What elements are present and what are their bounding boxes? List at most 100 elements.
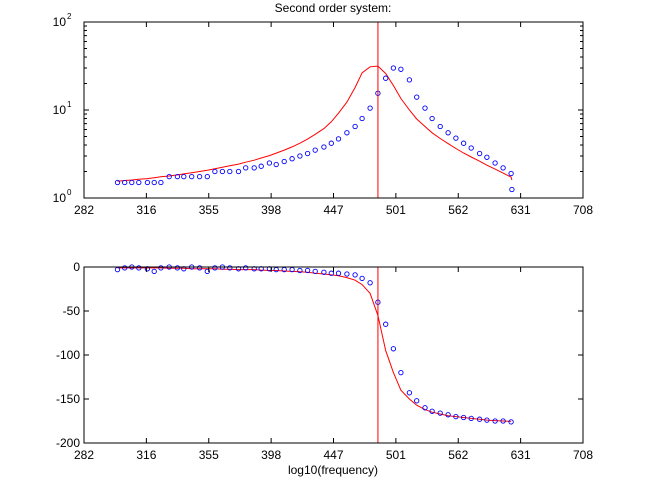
data-point-marker [422,405,428,411]
y-tick-exponent: 0 [67,188,72,197]
data-point-marker [468,415,474,422]
data-point-marker [453,135,459,141]
data-point-marker [122,265,128,271]
data-point-marker [196,173,203,180]
x-tick-label: 355 [199,203,219,217]
data-point-marker [158,179,164,186]
y-tick-label: -150 [56,392,80,406]
phase-x-ticks: 282 316 355 398 447 501 562 631 708 [74,267,593,462]
data-point-marker [476,150,483,157]
data-point-marker [144,179,151,186]
data-point-marker [122,179,128,186]
data-point-marker [289,156,295,162]
data-point-marker [158,265,164,271]
model-line [117,65,513,182]
data-point-marker [414,94,420,100]
data-point-marker [383,75,389,81]
plot-title: Second order system: [275,1,392,15]
x-tick-label: 708 [573,448,593,462]
y-tick-label: -100 [56,348,80,362]
data-point-marker [390,346,397,352]
data-point-marker [281,158,287,165]
data-point-marker [453,413,459,420]
data-point-marker [114,179,121,186]
data-point-marker [344,130,350,136]
data-point-marker [390,65,397,71]
data-point-marker [136,265,142,271]
data-point-marker [352,272,358,278]
data-point-marker [359,275,365,282]
data-point-marker [258,163,264,169]
data-point-marker [359,115,365,122]
data-point-marker [227,265,233,271]
data-point-marker [437,123,443,130]
data-point-marker [273,161,279,168]
x-tick-label: 708 [573,203,593,217]
data-point-marker [266,160,273,166]
y-tick-label: 10 [53,103,67,117]
data-point-marker [352,123,358,130]
data-point-marker [406,77,413,83]
magnitude-plot-area [114,22,515,198]
y-tick-label: -200 [56,436,80,450]
data-point-marker [445,412,451,418]
data-point-marker [367,105,373,111]
data-point-marker [204,268,210,275]
data-point-marker [445,130,451,136]
data-point-marker [468,145,474,151]
data-point-marker [321,269,327,275]
data-point-marker [492,160,498,166]
x-tick-label: 501 [386,203,406,217]
y-tick-label: 10 [53,191,67,205]
data-point-marker [151,179,157,186]
data-point-marker [235,168,242,175]
data-point-marker [297,267,303,274]
data-point-marker [508,419,514,425]
data-point-marker [429,408,435,414]
data-point-marker [429,115,435,122]
data-point-marker [328,270,334,276]
data-point-marker [243,265,249,271]
data-point-marker [328,140,334,146]
data-point-marker [166,173,172,180]
x-tick-label: 398 [261,448,281,462]
data-point-marker [335,136,342,142]
x-tick-label: 501 [386,448,406,462]
data-point-marker [484,154,490,160]
magnitude-x-ticks: 282 316 355 398 447 501 562 631 708 [74,22,593,217]
data-point-marker [500,165,506,171]
data-point-marker [344,271,350,277]
data-point-marker [251,165,257,171]
data-point-marker [304,150,311,157]
y-tick-label: 10 [53,15,67,29]
data-point-marker [437,410,443,416]
data-point-marker [174,173,181,180]
data-point-marker [398,66,404,72]
data-point-marker [297,153,303,159]
data-point-marker [383,321,389,327]
data-point-marker [304,267,311,274]
data-point-marker [196,265,203,271]
phase-plot-area [114,264,514,443]
data-point-marker [243,165,249,171]
x-tick-label: 316 [136,203,156,217]
data-point-marker [422,105,428,111]
phase-y-ticks: 0 -50 -100 -150 -200 [56,260,583,450]
data-point-marker [312,268,318,275]
x-tick-label: 282 [74,203,94,217]
data-point-marker [174,265,181,271]
x-tick-label: 631 [511,203,531,217]
x-tick-label: 316 [136,448,156,462]
data-point-marker [367,280,373,286]
data-point-marker [460,140,467,146]
data-point-marker [181,173,187,180]
y-tick-label: 0 [73,260,80,274]
x-axis-label: log10(frequency) [288,463,378,477]
data-point-marker [406,390,413,396]
x-tick-label: 355 [199,448,219,462]
x-tick-label: 562 [448,203,468,217]
x-tick-label: 282 [74,448,94,462]
